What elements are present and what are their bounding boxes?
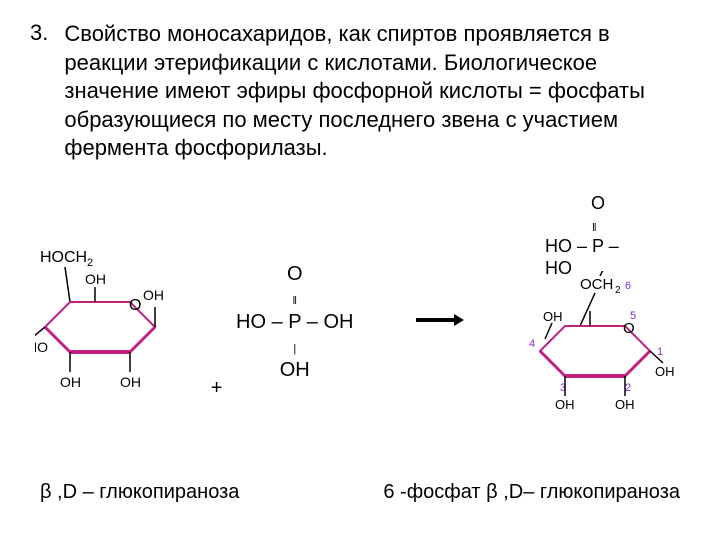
svg-text:OH: OH: [655, 364, 675, 379]
svg-text:6: 6: [625, 280, 631, 292]
phos-mid: HO – P – OH: [236, 311, 353, 333]
svg-text:OH: OH: [143, 287, 164, 303]
svg-text:O: O: [129, 297, 141, 314]
svg-text:OH: OH: [120, 374, 141, 390]
phosphoric-acid-formula: + O ‖ HO – P – OH | OH: [211, 262, 354, 382]
glucose-phosphate-structure: OCH 2 6 O 5 1 2 3 4 OH OH OH: [525, 271, 685, 451]
reaction-arrow: [414, 310, 464, 335]
phos-r-mid: HO – P –: [545, 236, 619, 256]
svg-text:2: 2: [87, 257, 93, 269]
svg-text:OH: OH: [60, 374, 81, 390]
svg-text:5: 5: [630, 310, 636, 322]
svg-text:HOCH: HOCH: [40, 249, 87, 266]
svg-text:OH: OH: [543, 309, 563, 324]
phos-r-o: O: [591, 193, 605, 213]
svg-text:OH: OH: [615, 397, 635, 412]
labels-row: β ,D – глюкопираноза 6 -фосфат β ,D– глю…: [30, 481, 690, 504]
svg-text:1: 1: [657, 346, 663, 358]
svg-text:HO: HO: [35, 339, 48, 355]
header-block: 3. Свойство моносахаридов, как спиртов п…: [30, 20, 690, 163]
item-number: 3.: [30, 20, 48, 46]
svg-text:2: 2: [625, 382, 631, 394]
phosphate-group-right: O ‖ HO – P – HO: [545, 193, 619, 279]
body-text: Свойство моносахаридов, как спиртов проя…: [64, 20, 690, 163]
glucose-structure-left: HOCH 2 O OH OH OH HO OH: [35, 242, 175, 402]
phos-o-top: O: [287, 263, 303, 285]
svg-text:OH: OH: [555, 397, 575, 412]
svg-text:O: O: [623, 320, 635, 337]
svg-text:2: 2: [615, 285, 621, 296]
phos-oh-bot: OH: [280, 359, 310, 381]
reaction-row: HOCH 2 O OH OH OH HO OH + O ‖ HO – P – O…: [30, 193, 690, 451]
svg-text:4: 4: [529, 338, 535, 350]
plus-sign: +: [211, 377, 223, 399]
label-left: β ,D – глюкопираноза: [40, 481, 239, 504]
svg-text:OH: OH: [85, 271, 106, 287]
label-right: 6 -фосфат β ,D– глюкопираноза: [383, 481, 680, 504]
svg-text:OCH: OCH: [580, 276, 613, 293]
